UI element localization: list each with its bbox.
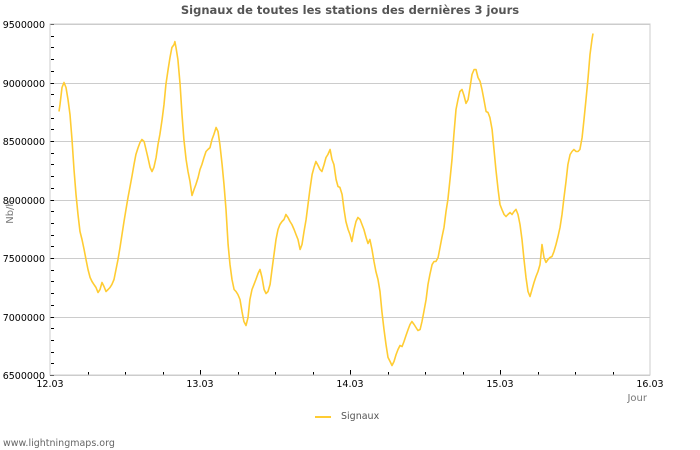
x-axis-labels: 12.03 13.03 14.03 15.03 16.03 (36, 379, 663, 390)
minor-ticks (50, 24, 614, 376)
legend: Signaux (315, 411, 379, 422)
legend-label-signaux: Signaux (341, 411, 380, 422)
x-axis-title: Jour (626, 393, 647, 404)
footer-attribution: www.lightningmaps.org (3, 438, 115, 449)
plot-frame (49, 23, 651, 376)
y-tick-label: 8500000 (3, 137, 45, 148)
x-tick-label: 16.03 (636, 379, 663, 390)
x-tick-label: 12.03 (36, 379, 63, 390)
y-tick-label: 9500000 (3, 20, 45, 31)
y-tick-label: 7000000 (3, 313, 45, 324)
y-axis-labels: 6500000 7000000 7500000 8000000 8500000 90000… (3, 20, 45, 382)
legend-swatch-signaux (315, 415, 331, 418)
y-tick-label: 8000000 (3, 196, 45, 207)
y-tick-label: 7500000 (3, 254, 45, 265)
series-line-signaux (58, 33, 594, 367)
grid-lines (50, 24, 650, 376)
y-axis-title: Nb/h (5, 200, 16, 224)
x-tick-label: 13.03 (186, 379, 213, 390)
x-tick-label: 14.03 (336, 379, 363, 390)
y-tick-label: 9000000 (3, 79, 45, 90)
y-tick-label: 6500000 (3, 371, 45, 382)
chart-title: Signaux de toutes les stations des derni… (180, 3, 520, 17)
x-tick-label: 15.03 (486, 379, 513, 390)
